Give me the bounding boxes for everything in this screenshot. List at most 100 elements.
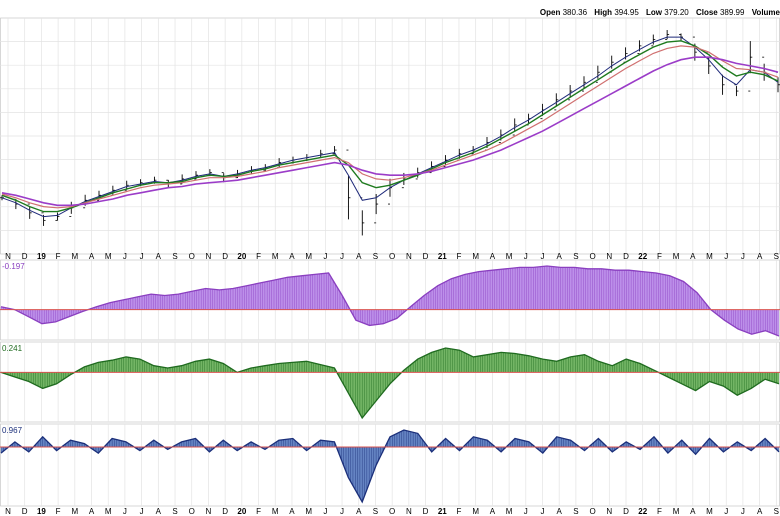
x-tick-label: F	[457, 252, 462, 261]
x-tick-label: J	[524, 252, 528, 261]
x-tick-label-bottom: N	[5, 507, 11, 516]
x-tick-label-bottom: 22	[638, 507, 647, 516]
x-tick-label: A	[89, 252, 95, 261]
x-tick-label-bottom: S	[774, 507, 779, 516]
indicator-2-value-label: 0.241	[2, 344, 23, 353]
high-label: High	[594, 8, 613, 17]
x-tick-label-bottom: M	[506, 507, 513, 516]
x-tick-label: A	[490, 252, 496, 261]
x-tick-label-bottom: D	[22, 507, 28, 516]
x-tick-label: F	[256, 252, 261, 261]
x-tick-label: J	[323, 252, 327, 261]
x-tick-label-bottom: D	[423, 507, 429, 516]
x-tick-label-bottom: M	[272, 507, 279, 516]
x-tick-label-bottom: J	[340, 507, 344, 516]
x-tick-label-bottom: J	[524, 507, 528, 516]
x-tick-label-bottom: A	[156, 507, 162, 516]
moving-average-ma-fast	[1, 36, 779, 218]
x-tick-label: J	[540, 252, 544, 261]
x-tick-label: M	[472, 252, 479, 261]
x-tick-label: 19	[37, 252, 46, 261]
open-value: 380.36	[562, 8, 588, 17]
x-tick-label-bottom: F	[457, 507, 462, 516]
x-tick-label-bottom: F	[256, 507, 261, 516]
indicator-1-value-label: -0.197	[2, 262, 25, 271]
indicator-1-line	[0, 265, 780, 337]
x-tick-label: J	[741, 252, 745, 261]
high-value: 394.95	[614, 8, 639, 17]
indicator-1-area	[1, 266, 779, 336]
x-tick-label: M	[305, 252, 312, 261]
x-tick-label: A	[156, 252, 162, 261]
open-label: Open	[539, 8, 561, 17]
x-tick-label: 21	[438, 252, 447, 261]
x-tick-label-bottom: N	[406, 507, 412, 516]
x-tick-label: A	[690, 252, 696, 261]
indicator-3-line	[0, 429, 780, 504]
x-tick-label-bottom: A	[356, 507, 362, 516]
x-tick-label: J	[123, 252, 127, 261]
x-tick-label-bottom: O	[189, 507, 195, 516]
volume-label: Volume	[751, 8, 780, 17]
x-tick-label-bottom: M	[305, 507, 312, 516]
x-tick-label-bottom: J	[140, 507, 144, 516]
low-label: Low	[646, 8, 663, 17]
x-tick-label: M	[506, 252, 513, 261]
x-tick-label: O	[589, 252, 595, 261]
low-value: 379.20	[664, 8, 689, 17]
x-tick-label-bottom: A	[557, 507, 563, 516]
x-tick-label: J	[140, 252, 144, 261]
x-tick-label-bottom: O	[389, 507, 395, 516]
x-tick-label-bottom: 20	[237, 507, 246, 516]
x-tick-label-bottom: M	[472, 507, 479, 516]
x-tick-label-bottom: D	[222, 507, 228, 516]
x-tick-label: M	[706, 252, 713, 261]
moving-average-ma-mid	[1, 40, 779, 213]
x-tick-label: N	[5, 252, 11, 261]
x-tick-label-bottom: F	[56, 507, 61, 516]
x-tick-label: N	[606, 252, 612, 261]
x-tick-label: N	[406, 252, 412, 261]
x-tick-label: J	[724, 252, 728, 261]
x-tick-label: S	[774, 252, 779, 261]
x-tick-label-bottom: D	[623, 507, 629, 516]
x-tick-label-bottom: J	[741, 507, 745, 516]
x-tick-label-bottom: J	[540, 507, 544, 516]
moving-average-ma-long	[1, 56, 779, 207]
close-label: Close	[695, 8, 718, 17]
indicator-3-value-label: 0.967	[2, 426, 23, 435]
x-tick-label-bottom: 21	[438, 507, 447, 516]
close-value: 389.99	[719, 8, 745, 17]
x-tick-label: S	[573, 252, 578, 261]
x-tick-label-bottom: J	[123, 507, 127, 516]
x-tick-label: 20	[237, 252, 246, 261]
x-tick-label: M	[272, 252, 279, 261]
x-tick-label-bottom: M	[706, 507, 713, 516]
x-tick-label-bottom: S	[373, 507, 378, 516]
x-tick-label-bottom: A	[490, 507, 496, 516]
x-tick-label: S	[373, 252, 378, 261]
x-tick-label-bottom: J	[724, 507, 728, 516]
x-tick-label: O	[389, 252, 395, 261]
x-tick-label: 22	[638, 252, 647, 261]
x-tick-label-bottom: S	[573, 507, 578, 516]
x-tick-label: D	[22, 252, 28, 261]
x-tick-label: J	[340, 252, 344, 261]
x-tick-label: D	[623, 252, 629, 261]
x-tick-label-bottom: N	[606, 507, 612, 516]
indicator-2-line	[0, 347, 780, 420]
x-tick-label-bottom: A	[690, 507, 696, 516]
x-tick-label: A	[356, 252, 362, 261]
x-tick-label: M	[71, 252, 78, 261]
x-tick-label-bottom: A	[89, 507, 95, 516]
x-tick-label: D	[423, 252, 429, 261]
x-tick-label-bottom: A	[289, 507, 295, 516]
x-tick-label-bottom: F	[657, 507, 662, 516]
x-tick-label: A	[757, 252, 763, 261]
x-tick-label-bottom: O	[589, 507, 595, 516]
x-tick-label-bottom: M	[673, 507, 680, 516]
x-tick-label-bottom: A	[757, 507, 763, 516]
x-tick-label: S	[172, 252, 177, 261]
x-tick-label: F	[657, 252, 662, 261]
ohlc-readout: Open 380.36 High 394.95 Low 379.20 Close…	[540, 8, 780, 17]
